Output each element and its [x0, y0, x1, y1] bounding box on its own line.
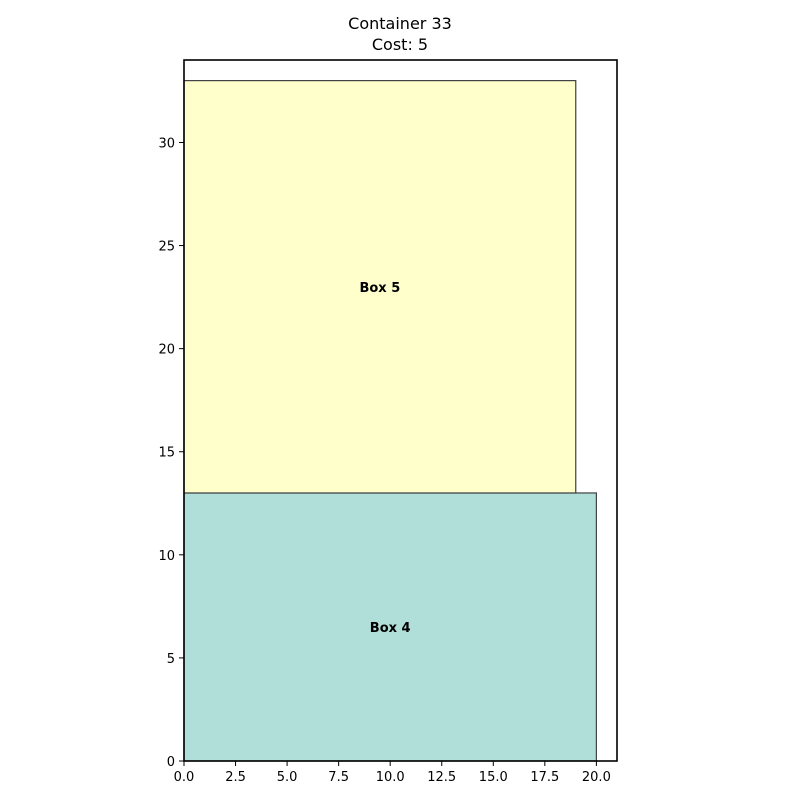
chart-title: Container 33 [348, 14, 452, 33]
y-axis-ticks: 0 5 10 15 20 25 30 [158, 136, 184, 770]
y-tick-label: 0 [167, 755, 175, 770]
x-tick-label: 10.0 [376, 770, 405, 785]
axes-frame [183, 59, 618, 762]
x-tick-label: 2.5 [225, 770, 246, 785]
x-axis-ticks: 0.0 2.5 5.0 7.5 10.0 12.5 15.0 17.5 20.0 [174, 761, 611, 785]
y-tick-label: 20 [158, 343, 175, 358]
y-tick-label: 15 [158, 446, 175, 461]
x-tick-label: 17.5 [530, 770, 559, 785]
x-tick-label: 20.0 [582, 770, 611, 785]
box-label-2: Box 5 [359, 281, 400, 296]
y-tick-label: 10 [158, 549, 175, 564]
box-rect-1 [183, 492, 597, 762]
x-tick-label: 12.5 [427, 770, 456, 785]
chart-subtitle: Cost: 5 [372, 35, 428, 54]
box-label-1: Box 4 [370, 621, 411, 636]
x-tick-label: 15.0 [479, 770, 508, 785]
x-tick-label: 7.5 [328, 770, 349, 785]
y-tick-label: 30 [158, 136, 175, 151]
box-labels-layer: Box 4 Box 5 [359, 281, 410, 636]
boxes-layer [183, 80, 597, 762]
x-tick-label: 0.0 [174, 770, 195, 785]
y-tick-label: 5 [167, 652, 175, 667]
x-tick-label: 5.0 [277, 770, 298, 785]
y-tick-label: 25 [158, 240, 175, 255]
box-rect-2 [183, 80, 577, 494]
